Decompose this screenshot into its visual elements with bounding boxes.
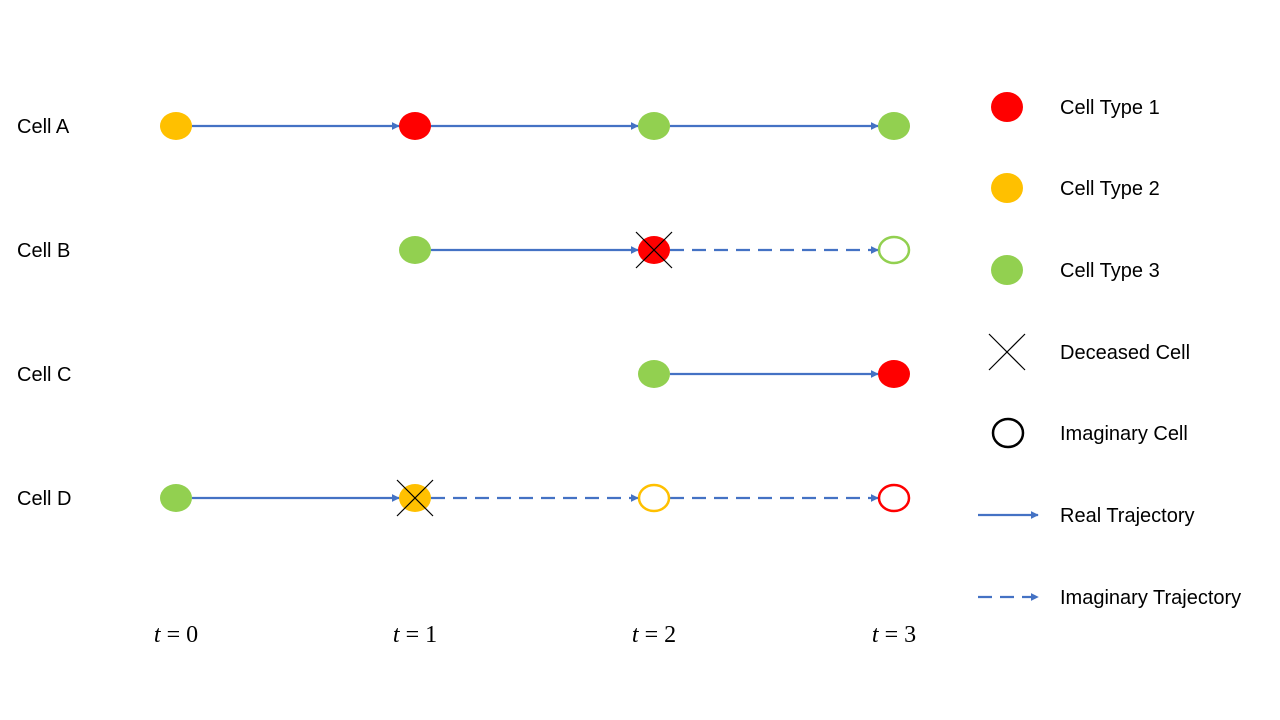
legend-label-cell-type-1: Cell Type 1 — [1060, 97, 1160, 119]
time-label-op: = — [645, 622, 659, 648]
legend-cell-type-2-dot-icon — [991, 173, 1023, 203]
legend: Cell Type 1 Cell Type 2 Cell Type 3 Decease… — [978, 92, 1241, 609]
row-label-cell-d: Cell D — [17, 488, 71, 510]
time-label-value: 3 — [904, 622, 916, 648]
cell-a-node-t3-cell-type-3 — [878, 112, 910, 140]
legend-deceased-cross-icon-stroke-2 — [988, 333, 1026, 371]
legend-item-cell-type-1: Cell Type 1 — [991, 92, 1160, 122]
cell-a-node-t1-cell-type-1 — [399, 112, 431, 140]
time-label-var: t — [393, 622, 401, 648]
trajectories — [192, 122, 879, 502]
cell-d-node-t1-deceased-cross-icon — [396, 479, 434, 517]
legend-label-cell-type-3: Cell Type 3 — [1060, 260, 1160, 282]
time-label-2: t = 2 — [632, 622, 676, 648]
cell-b-node-t1-cell-type-3 — [399, 236, 431, 264]
time-label-var: t — [154, 622, 162, 648]
row-label-cell-a: Cell A — [17, 116, 70, 138]
cell-d-node-t0-cell-type-3 — [160, 484, 192, 512]
legend-label-deceased-cell: Deceased Cell — [1060, 342, 1190, 364]
legend-cell-type-1-dot-icon — [991, 92, 1023, 122]
legend-label-imaginary-cell: Imaginary Cell — [1060, 423, 1188, 445]
cell-d-node-t2-imaginary-cell — [637, 483, 671, 513]
time-label-var: t — [632, 622, 640, 648]
legend-deceased-cross-icon — [988, 333, 1026, 371]
time-label-op: = — [406, 622, 420, 648]
time-label-value: 2 — [664, 622, 676, 648]
cell-a-node-t0-cell-type-2 — [160, 112, 192, 140]
legend-imaginary-ring-icon — [991, 417, 1025, 449]
legend-label-imaginary-trajectory: Imaginary Trajectory — [1060, 587, 1241, 609]
cells — [160, 112, 911, 517]
cell-d-node-t1-deceased-cross-icon-stroke-2 — [396, 479, 434, 517]
time-label-op: = — [167, 622, 181, 648]
time-label-1: t = 1 — [393, 622, 437, 648]
time-label-value: 0 — [186, 622, 198, 648]
cell-c-node-t3-cell-type-1 — [878, 360, 910, 388]
legend-item-cell-type-3: Cell Type 3 — [991, 255, 1160, 285]
row-label-cell-c: Cell C — [17, 364, 71, 386]
row-label-cell-b: Cell B — [17, 240, 70, 262]
legend-item-real-trajectory: Real Trajectory — [978, 505, 1195, 527]
legend-label-real-trajectory: Real Trajectory — [1060, 505, 1195, 527]
legend-cell-type-3-dot-icon — [991, 255, 1023, 285]
cell-a-node-t2-cell-type-3 — [638, 112, 670, 140]
cell-d-node-t3-imaginary-cell — [877, 483, 911, 513]
time-label-0: t = 0 — [154, 622, 198, 648]
cell-b-node-t2-deceased-cross-icon — [635, 231, 673, 269]
time-label-var: t — [872, 622, 880, 648]
time-axis-labels: t = 0 t = 1 t = 2 t = 3 — [154, 622, 916, 648]
time-label-value: 1 — [425, 622, 437, 648]
cell-b-node-t2-deceased-cross-icon-stroke-2 — [635, 231, 673, 269]
legend-item-imaginary-cell: Imaginary Cell — [991, 417, 1188, 449]
cell-c-node-t2-cell-type-3 — [638, 360, 670, 388]
time-label-3: t = 3 — [872, 622, 916, 648]
row-labels: Cell A Cell B Cell C Cell D — [17, 116, 71, 510]
legend-label-cell-type-2: Cell Type 2 — [1060, 178, 1160, 200]
cell-b-node-t3-imaginary-cell — [877, 235, 911, 265]
legend-item-deceased-cell: Deceased Cell — [988, 333, 1190, 371]
legend-item-imaginary-trajectory: Imaginary Trajectory — [978, 587, 1241, 609]
legend-item-cell-type-2: Cell Type 2 — [991, 173, 1160, 203]
time-label-op: = — [885, 622, 899, 648]
